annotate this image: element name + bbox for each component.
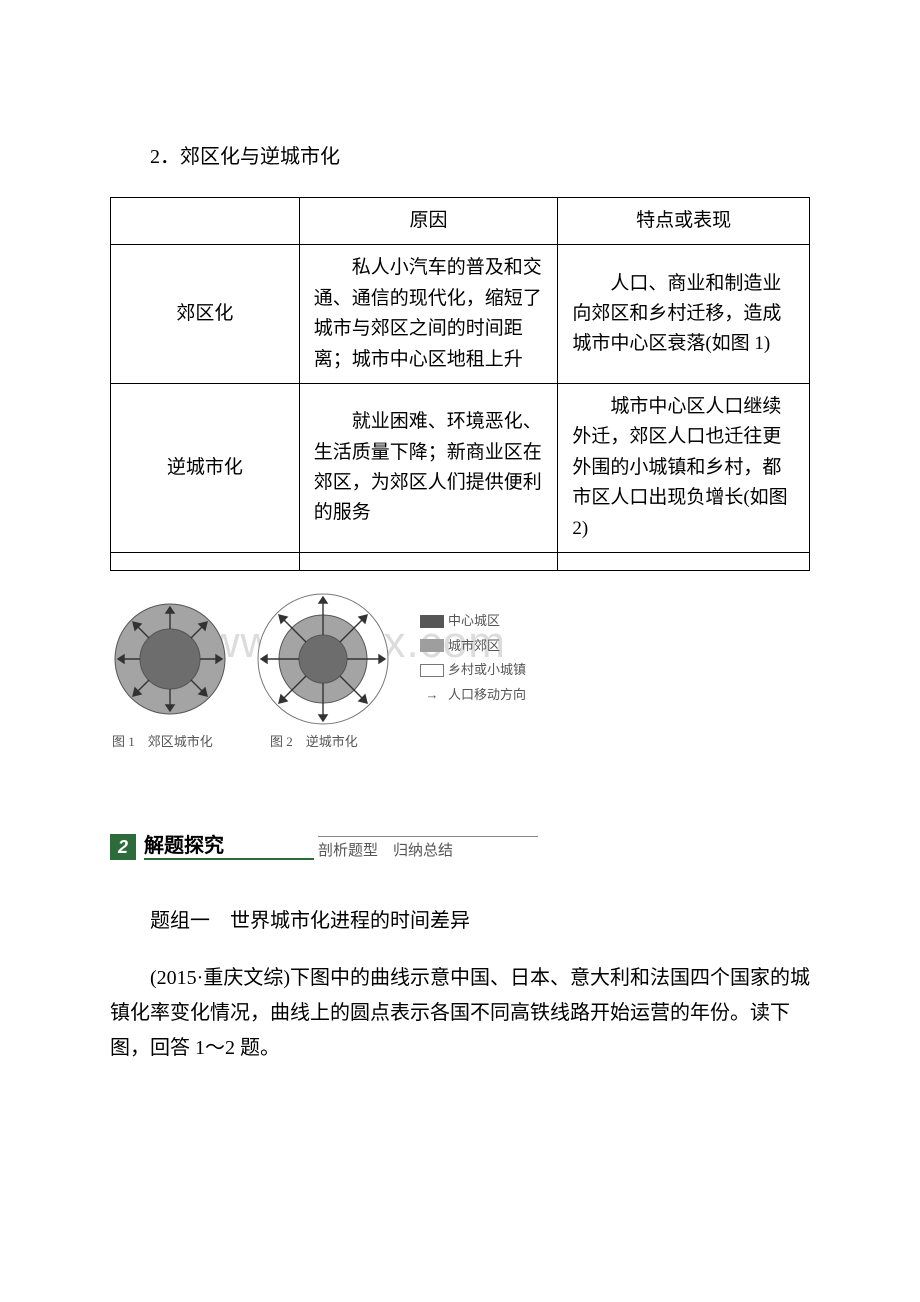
figure-1-caption: 图 1 郊区城市化: [112, 731, 213, 750]
legend-label: 乡村或小城镇: [448, 658, 526, 683]
section-band: 2 解题探究 剖析题型 归纳总结: [110, 829, 810, 860]
row-effect: 城市中心区人口继续外迁，郊区人口也迁往更外围的小城镇和乡村，都市区人口出现负增长…: [558, 383, 810, 552]
table-row: 逆城市化 就业困难、环境恶化、生活质量下降；新商业区在郊区，为郊区人们提供便利的…: [111, 383, 810, 552]
legend-item: 中心城区: [420, 609, 526, 634]
diagram-figure-2: [255, 591, 391, 727]
comparison-table: 原因 特点或表现 郊区化 私人小汽车的普及和交通、通信的现代化，缩短了城市与郊区…: [110, 197, 810, 571]
legend-label: 人口移动方向: [448, 683, 526, 708]
table-header-row: 原因 特点或表现: [111, 198, 810, 245]
diagram-legend: 中心城区 城市郊区 乡村或小城镇 → 人口移动方向: [420, 609, 526, 708]
table-row: 郊区化 私人小汽车的普及和交通、通信的现代化，缩短了城市与郊区之间的时间距离；城…: [111, 245, 810, 384]
legend-label: 城市郊区: [448, 634, 500, 659]
body-paragraph: (2015·重庆文综)下图中的曲线示意中国、日本、意大利和法国四个国家的城镇化率…: [110, 961, 810, 1066]
legend-item: 乡村或小城镇: [420, 658, 526, 683]
table-header-effect: 特点或表现: [558, 198, 810, 245]
table-header-blank: [111, 198, 300, 245]
diagram-figure-1: [110, 599, 230, 719]
row-label: 郊区化: [111, 245, 300, 384]
table-header-cause: 原因: [299, 198, 558, 245]
band-number: 2: [110, 834, 136, 860]
legend-item: → 人口移动方向: [420, 683, 526, 708]
legend-swatch-center: [420, 615, 444, 628]
figure-2-caption: 图 2 逆城市化: [270, 731, 358, 750]
table-empty-row: [111, 552, 810, 570]
group-title: 题组一 世界城市化进程的时间差异: [110, 904, 810, 933]
row-effect: 人口、商业和制造业向郊区和乡村迁移，造成城市中心区衰落(如图 1): [558, 245, 810, 384]
band-title: 解题探究: [144, 829, 314, 860]
section-heading: 2．郊区化与逆城市化: [110, 140, 810, 169]
legend-swatch-village: [420, 664, 444, 677]
row-cause: 私人小汽车的普及和交通、通信的现代化，缩短了城市与郊区之间的时间距离；城市中心区…: [299, 245, 558, 384]
legend-item: 城市郊区: [420, 634, 526, 659]
row-label: 逆城市化: [111, 383, 300, 552]
diagram-area: 图 1 郊区城市化 图 2 逆城市化 中心城区 城市郊区 乡村或小城镇 → 人口…: [100, 591, 660, 781]
legend-swatch-suburb: [420, 639, 444, 652]
legend-label: 中心城区: [448, 609, 500, 634]
legend-arrow-icon: →: [420, 683, 444, 708]
row-cause: 就业困难、环境恶化、生活质量下降；新商业区在郊区，为郊区人们提供便利的服务: [299, 383, 558, 552]
band-subtitle: 剖析题型 归纳总结: [318, 836, 538, 860]
